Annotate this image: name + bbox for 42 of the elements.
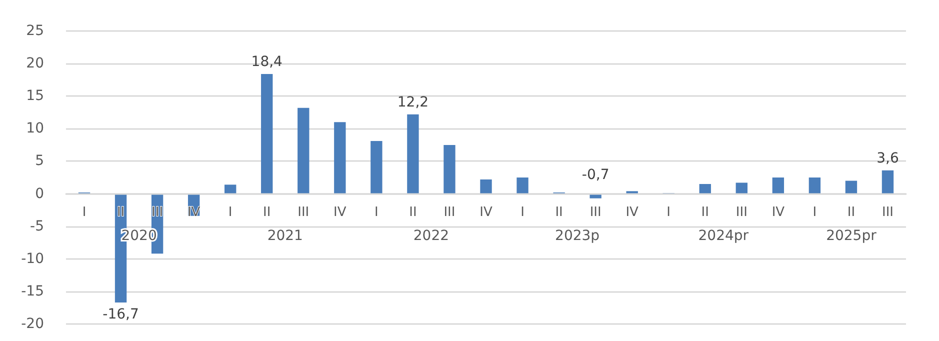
x-tick-label: III [298,204,310,220]
x-tick-label: I [666,204,671,220]
data-label: 18,4 [251,54,283,70]
annotation: 2021 [267,228,303,244]
y-tick-label: 20 [26,56,44,72]
x-tick-label: I [228,204,232,220]
annotation: 2025pr [826,228,877,244]
x-tick-label: III [590,204,602,220]
y-tick-label: 5 [35,153,44,170]
x-tick-label: III [444,204,456,220]
data-label: -16,7 [102,306,139,323]
y-tick-label: -5 [30,218,44,234]
y-tick-label: 10 [26,120,44,137]
x-tick-label: I [374,204,378,220]
x-tick-label: IV [480,204,492,220]
x-tick-label: II [263,204,271,220]
y-tick-label: -20 [21,316,44,332]
x-tick-label: II [409,204,417,220]
x-tick-label: IV [626,204,639,220]
x-tick-label: IV [334,204,346,220]
data-label: 3,6 [876,150,899,166]
x-tick-label: I [82,204,86,220]
x-tick-label: II [847,204,856,220]
annotation: 2022 [413,228,450,244]
y-tick-label: -10 [21,250,44,267]
x-tick-label: II [701,204,709,220]
data-label: 12,2 [397,94,429,110]
y-tick-label: 0 [35,186,44,202]
y-tick-label: 25 [26,23,44,39]
y-tick-label: 15 [26,88,44,104]
x-tick-label: III [152,204,164,220]
x-tick-label: IV [772,204,785,220]
x-tick-label: III [882,204,894,220]
annotation: 2024pr [698,228,749,244]
x-tick-label: III [736,204,748,220]
x-tick-label: II [116,204,125,220]
x-tick-label: I [520,204,524,220]
x-tick-label: II [555,204,563,220]
x-tick-label: I [812,204,817,220]
annotation: 2023p [555,228,600,244]
y-tick-label: -15 [21,283,44,300]
data-label: -0,7 [582,166,610,183]
